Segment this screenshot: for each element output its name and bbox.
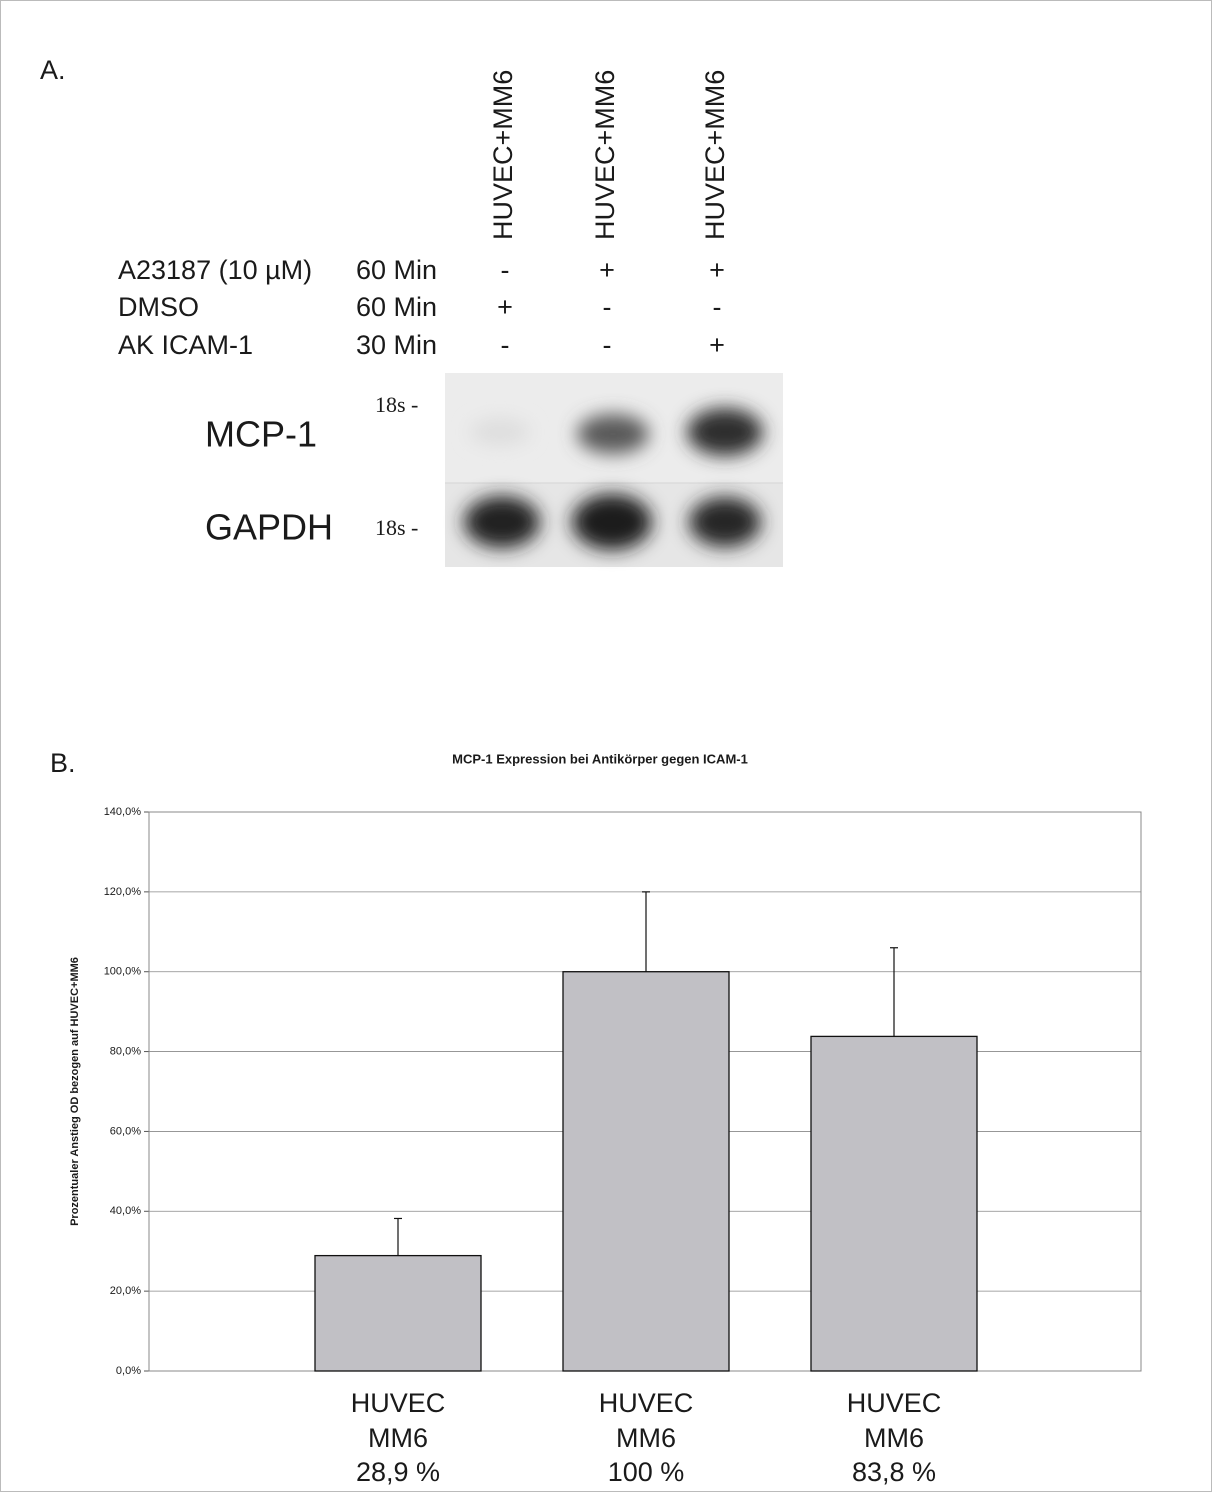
treatment: AK ICAM-1 <box>118 330 253 360</box>
lane-label: HUVEC+MM6 <box>700 70 730 240</box>
blot-name: GAPDH <box>205 507 333 548</box>
blot <box>445 373 783 567</box>
y-axis-label: Prozentualer Anstieg OD bezogen auf HUVE… <box>69 957 81 1226</box>
y-tick-label: 0,0% <box>116 1365 141 1377</box>
x-tick-label: HUVEC <box>847 1388 942 1418</box>
x-tick-label: MM6 <box>368 1423 428 1453</box>
blot-name: MCP-1 <box>205 414 317 455</box>
y-tick-label: 100,0% <box>104 966 142 978</box>
sign: + <box>709 330 725 360</box>
y-tick-label: 20,0% <box>110 1285 141 1297</box>
y-tick-label: 140,0% <box>104 806 142 818</box>
time: 60 Min <box>356 255 437 285</box>
sign: + <box>599 255 615 285</box>
y-tick-label: 60,0% <box>110 1125 141 1137</box>
x-tick-label: MM6 <box>616 1423 676 1453</box>
sign: + <box>709 255 725 285</box>
x-tick-label: HUVEC <box>599 1388 694 1418</box>
y-tick-label: 120,0% <box>104 886 142 898</box>
value-label: 28,9 % <box>356 1457 440 1487</box>
y-tick-label: 40,0% <box>110 1205 141 1217</box>
treatment: A23187 (10 µM) <box>118 255 312 285</box>
time: 60 Min <box>356 292 437 322</box>
bar <box>811 1036 977 1371</box>
lane-label: HUVEC+MM6 <box>590 70 620 240</box>
value-label: 100 % <box>608 1457 685 1487</box>
size-marker: 18s - <box>375 392 418 417</box>
sign: - <box>501 255 510 285</box>
y-tick-label: 80,0% <box>110 1045 141 1057</box>
bar <box>563 972 729 1371</box>
page: {"panel_a": {"label": "A.", "lanes": ["H… <box>0 0 1212 1492</box>
figure: A. B. HUVEC+MM6HUVEC+MM6HUVEC+MM6A23187 … <box>0 0 1212 1492</box>
sign: - <box>603 330 612 360</box>
lane-label: HUVEC+MM6 <box>488 70 518 240</box>
sign: - <box>501 330 510 360</box>
chart-title: MCP-1 Expression bei Antikörper gegen IC… <box>452 751 748 766</box>
bar <box>315 1256 481 1371</box>
sign: + <box>497 292 513 322</box>
value-label: 83,8 % <box>852 1457 936 1487</box>
size-marker: 18s - <box>375 515 418 540</box>
panel-a-label: A. <box>40 55 66 85</box>
x-tick-label: HUVEC <box>351 1388 446 1418</box>
treatment: DMSO <box>118 292 199 322</box>
sign: - <box>603 292 612 322</box>
sign: - <box>713 292 722 322</box>
x-tick-label: MM6 <box>864 1423 924 1453</box>
panel-b-label: B. <box>50 748 76 778</box>
time: 30 Min <box>356 330 437 360</box>
